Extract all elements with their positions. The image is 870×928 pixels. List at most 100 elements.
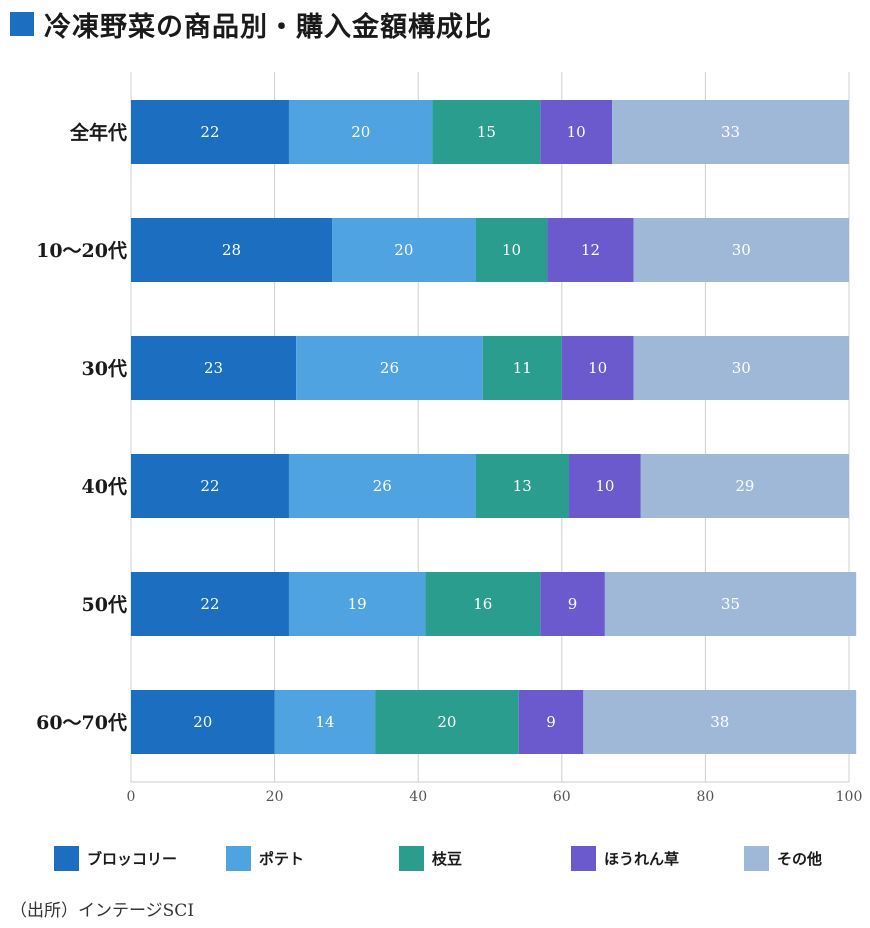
bar-row: 22 20 15 10 33	[131, 100, 849, 164]
bar-segment	[561, 336, 634, 400]
data-label: 12	[581, 241, 600, 259]
legend-label: ポテト	[259, 849, 305, 868]
data-label: 30	[732, 241, 751, 259]
data-label: 19	[348, 595, 367, 613]
bar-segment	[604, 572, 857, 636]
data-label: 10	[595, 477, 614, 495]
data-label: 20	[351, 123, 370, 141]
x-tick-label: 40	[409, 789, 427, 805]
bar-segment	[375, 690, 519, 754]
data-label: 33	[721, 123, 740, 141]
bar-row: 22 26 13 10 29	[131, 454, 849, 518]
bar-segment	[131, 572, 289, 636]
gridlines	[130, 72, 850, 782]
legend-swatch-icon	[571, 845, 596, 871]
category-label: 50代	[82, 594, 127, 616]
data-label: 22	[200, 477, 219, 495]
bar-segment	[131, 218, 333, 282]
data-label: 11	[513, 359, 532, 377]
bar-segment	[612, 100, 849, 164]
bar-segment	[131, 690, 275, 754]
data-label: 10	[588, 359, 607, 377]
bar-segment	[425, 572, 541, 636]
bar-segment	[482, 336, 562, 400]
category-label: 10〜20代	[36, 240, 127, 262]
bar-segment	[131, 454, 289, 518]
bar-segment	[633, 218, 849, 282]
data-label: 10	[502, 241, 521, 259]
legend-item: ポテト	[226, 845, 304, 871]
data-label: 22	[200, 123, 219, 141]
data-label: 9	[546, 713, 556, 731]
legend-label: その他	[777, 849, 823, 868]
legend-swatch-icon	[744, 845, 769, 871]
data-label: 28	[222, 241, 241, 259]
bar-segment	[332, 218, 476, 282]
legend-item: 枝豆	[399, 845, 462, 871]
bar-segment	[288, 454, 476, 518]
bar-segment	[518, 690, 584, 754]
legend: ブロッコリー ポテト 枝豆 ほうれん草 その他	[0, 845, 870, 871]
bar-row: 28 20 10 12 30	[131, 218, 849, 282]
bars: 22 20 15 10 33 28 20 10 12 30 23 26 11 10 30 22 26 13 10 29…	[131, 100, 857, 754]
category-labels: 全年代 10〜20代 30代 40代 50代 60〜70代	[36, 121, 127, 734]
data-label: 20	[437, 713, 456, 731]
data-label: 13	[513, 477, 532, 495]
legend-swatch-icon	[226, 845, 251, 871]
x-tick-label: 100	[836, 789, 863, 805]
category-label: 60〜70代	[36, 712, 127, 734]
bar-segment	[540, 100, 613, 164]
data-label: 14	[315, 713, 334, 731]
stacked-bar-chart: 22 20 15 10 33 28 20 10 12 30 23 26 11 10 30 22 26 13 10 29…	[36, 72, 863, 805]
data-label: 20	[394, 241, 413, 259]
chart-title: 冷凍野菜の商品別・購入金額構成比	[44, 11, 492, 43]
bar-segment	[583, 690, 857, 754]
bar-segment	[131, 336, 297, 400]
legend-swatch-icon	[54, 845, 79, 871]
bar-segment	[475, 454, 569, 518]
legend-item: ほうれん草	[571, 845, 679, 871]
bar-segment	[540, 572, 605, 636]
data-label: 23	[204, 359, 223, 377]
legend-item: ブロッコリー	[54, 845, 177, 871]
data-label: 9	[568, 595, 578, 613]
x-tick-label: 0	[127, 789, 136, 805]
legend-label: 枝豆	[432, 849, 463, 868]
x-tick-label: 20	[266, 789, 284, 805]
bar-segment	[274, 690, 376, 754]
bar-row: 23 26 11 10 30	[131, 336, 849, 400]
data-label: 20	[193, 713, 212, 731]
title-marker-icon	[10, 12, 34, 36]
data-label: 30	[732, 359, 751, 377]
legend-label: ブロッコリー	[87, 849, 178, 868]
x-tick-label: 80	[696, 789, 714, 805]
source-note: （出所）インテージSCI	[10, 901, 195, 921]
data-label: 10	[567, 123, 586, 141]
bar-segment	[475, 218, 548, 282]
bar-row: 20 14 20 9 38	[131, 690, 857, 754]
data-label: 38	[710, 713, 729, 731]
legend-label: ほうれん草	[604, 849, 680, 868]
bar-segment	[633, 336, 849, 400]
x-axis: 0 20 40 60 80 100	[127, 781, 863, 805]
bar-segment	[288, 100, 433, 164]
bar-row: 22 19 16 9 35	[131, 572, 857, 636]
data-label: 35	[721, 595, 740, 613]
data-label: 22	[200, 595, 219, 613]
legend-swatch-icon	[399, 845, 424, 871]
data-label: 16	[473, 595, 492, 613]
category-label: 全年代	[69, 121, 127, 144]
data-label: 29	[735, 477, 754, 495]
x-tick-label: 60	[553, 789, 571, 805]
data-label: 26	[380, 359, 399, 377]
bar-segment	[568, 454, 641, 518]
chart-title-block: 冷凍野菜の商品別・購入金額構成比	[10, 6, 492, 43]
bar-segment	[296, 336, 483, 400]
bar-segment	[547, 218, 634, 282]
bar-segment	[640, 454, 849, 518]
bar-segment	[288, 572, 426, 636]
data-label: 15	[477, 123, 496, 141]
category-label: 40代	[82, 476, 127, 498]
data-label: 26	[373, 477, 392, 495]
category-label: 30代	[82, 358, 127, 380]
